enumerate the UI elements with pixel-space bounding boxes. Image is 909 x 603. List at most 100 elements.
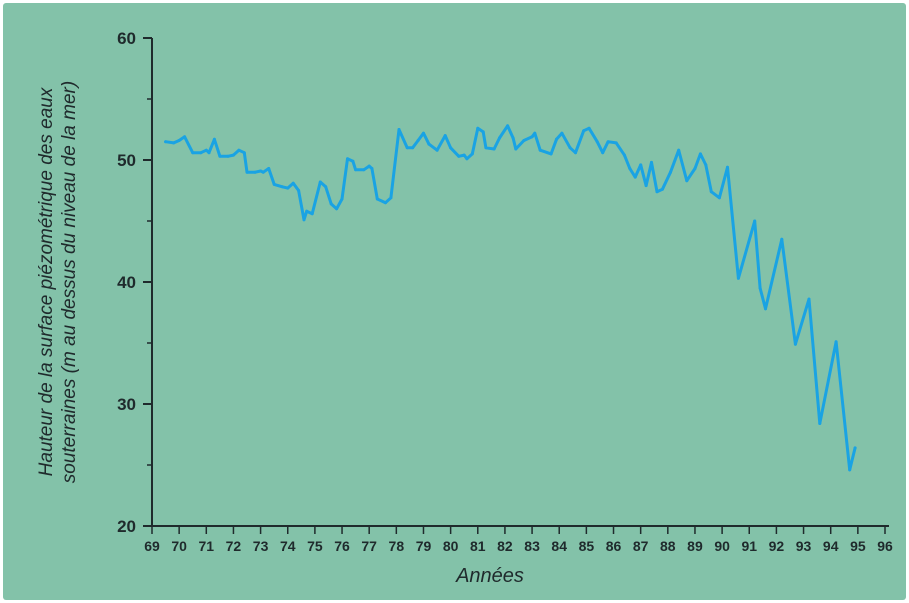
- data-point: [522, 139, 526, 142]
- data-point: [405, 146, 409, 150]
- data-point: [172, 141, 176, 145]
- x-tick-label: 69: [144, 538, 160, 554]
- x-tick-label: 89: [687, 538, 703, 554]
- data-point: [207, 151, 211, 155]
- data-point: [351, 159, 355, 163]
- data-point: [533, 131, 537, 135]
- data-point: [595, 140, 599, 144]
- data-point: [555, 137, 558, 141]
- x-tick-label: 92: [769, 538, 785, 554]
- data-point: [422, 131, 425, 135]
- data-point: [318, 180, 322, 184]
- data-point: [606, 140, 610, 144]
- data-point: [286, 186, 290, 190]
- data-point: [622, 153, 626, 157]
- data-point: [709, 190, 713, 194]
- data-point: [818, 422, 822, 425]
- x-tick-label: 95: [850, 538, 866, 554]
- axes: [151, 38, 889, 527]
- y-tick-label: 30: [117, 395, 136, 414]
- x-tick-label: 93: [796, 538, 812, 554]
- data-point: [574, 151, 577, 155]
- data-point: [462, 153, 466, 157]
- data-point: [498, 136, 501, 140]
- data-point: [685, 179, 689, 183]
- data-point: [375, 197, 379, 201]
- data-point: [568, 146, 572, 150]
- data-point: [204, 148, 208, 152]
- data-point: [514, 147, 518, 151]
- x-tick-label: 91: [741, 538, 757, 554]
- data-point: [848, 468, 852, 472]
- data-point: [660, 187, 664, 191]
- data-point: [457, 154, 461, 158]
- y-tick-label: 20: [117, 517, 136, 536]
- data-point: [560, 131, 564, 135]
- y-axis-title: Hauteur de la surface piézométrique des …: [36, 81, 80, 483]
- data-point: [484, 146, 488, 150]
- data-point: [226, 154, 230, 158]
- data-point: [267, 167, 271, 170]
- data-point: [465, 157, 469, 161]
- x-tick-label: 78: [389, 538, 405, 554]
- data-point: [780, 237, 784, 241]
- x-tick-label: 72: [226, 538, 242, 554]
- data-point: [427, 142, 431, 146]
- data-point: [449, 146, 453, 150]
- x-tick-label: 84: [551, 538, 567, 554]
- y-tick-label: 40: [117, 273, 136, 292]
- data-point: [506, 124, 510, 128]
- x-tick-label: 71: [199, 538, 215, 554]
- y-axis-title-line-1: Hauteur de la surface piézométrique des …: [36, 86, 57, 476]
- data-point: [628, 167, 632, 170]
- x-tick-label: 86: [606, 538, 622, 554]
- data-point: [470, 152, 474, 156]
- data-point: [302, 218, 306, 222]
- x-tick-label: 85: [579, 538, 595, 554]
- data-point: [650, 160, 653, 164]
- data-point: [259, 169, 263, 173]
- data-point: [764, 307, 767, 311]
- data-point: [340, 197, 344, 201]
- x-tick-label: 74: [280, 538, 296, 554]
- x-tick-label: 96: [877, 538, 893, 554]
- data-point: [639, 163, 643, 167]
- x-tick-label: 79: [416, 538, 432, 554]
- series-line: [164, 124, 857, 472]
- data-point: [693, 167, 697, 170]
- data-point: [669, 170, 672, 174]
- chart-background: [3, 3, 906, 600]
- data-point: [280, 185, 284, 189]
- y-axis-title-line-2: souterraines (m au dessus du niveau de l…: [59, 81, 80, 483]
- data-point: [177, 139, 181, 142]
- data-point: [324, 185, 328, 189]
- data-point: [530, 135, 534, 139]
- data-point: [212, 137, 216, 141]
- data-point: [834, 340, 838, 344]
- data-point: [297, 189, 301, 192]
- data-point: [538, 148, 542, 152]
- x-tick-label: 82: [497, 538, 513, 554]
- data-point: [717, 196, 721, 200]
- data-point: [389, 196, 393, 200]
- data-point: [601, 151, 605, 155]
- data-point: [183, 135, 187, 139]
- x-tick-label: 75: [307, 538, 323, 554]
- data-point: [655, 190, 659, 194]
- y-tick-label: 60: [117, 29, 136, 48]
- data-point: [736, 276, 740, 280]
- y-tick-label: 50: [117, 151, 136, 170]
- data-point: [411, 146, 415, 150]
- data-point: [253, 170, 257, 174]
- data-point: [614, 141, 618, 145]
- x-axis-title: Années: [455, 565, 524, 587]
- x-tick-label: 73: [253, 538, 269, 554]
- ticks: 20 30 40 50 60 69 70 71 72 73 74 75 76 77 78 79 80 81 82 83…: [117, 29, 893, 554]
- data-point: [261, 170, 265, 174]
- data-point: [362, 168, 366, 172]
- data-point: [291, 181, 295, 185]
- data-point: [753, 219, 757, 223]
- data-point: [443, 134, 447, 138]
- x-tick-label: 70: [171, 538, 187, 554]
